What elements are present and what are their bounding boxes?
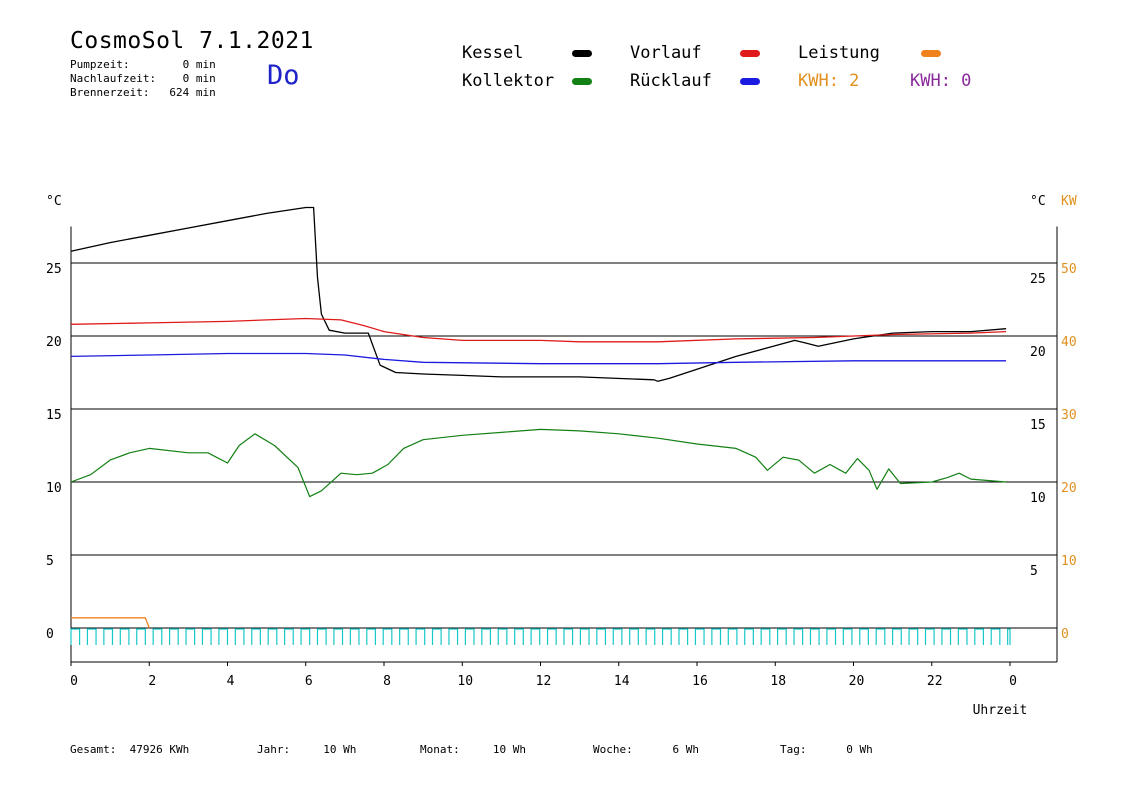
legend-leistung-swatch: [921, 50, 941, 57]
footer-week: Woche: 6 Wh: [593, 743, 699, 756]
y-tick-left: 15: [46, 408, 62, 423]
y-tick-left: 10: [46, 481, 62, 496]
series-line-leistung: [71, 617, 150, 629]
y2-tick: 20: [1061, 481, 1077, 496]
kwh-label-1: KWH: 2: [798, 71, 860, 91]
follow-up-time: Nachlaufzeit: 0 min: [70, 72, 216, 85]
weekday-label: Do: [267, 60, 300, 91]
footer-month: Monat: 10 Wh: [420, 743, 526, 756]
y-tick-right: 15: [1030, 418, 1046, 433]
y2-tick: 50: [1061, 262, 1077, 277]
legend-kollektor-swatch: [572, 78, 592, 85]
x-tick-label: 10: [457, 674, 473, 689]
legend-kessel-swatch: [572, 50, 592, 57]
legend-vorlauf: Vorlauf: [630, 43, 702, 63]
y2-tick: 10: [1061, 554, 1077, 569]
x-tick-label: 20: [849, 674, 865, 689]
y-tick-left: 25: [46, 262, 62, 277]
x-tick-label: 18: [770, 674, 786, 689]
y-tick-right: 25: [1030, 272, 1046, 287]
x-tick-label: 14: [614, 674, 630, 689]
y2-tick: 40: [1061, 335, 1077, 350]
footer-day: Tag: 0 Wh: [780, 743, 873, 756]
footer-year: Jahr: 10 Wh: [257, 743, 357, 756]
series-line-rücklauf: [70, 352, 1007, 365]
y-unit-right: °C: [1030, 194, 1046, 209]
burner-time: Brennerzeit: 624 min: [70, 86, 216, 99]
y2-tick: 30: [1061, 408, 1077, 423]
legend-ruecklauf-swatch: [740, 78, 760, 85]
y-tick-left: 0: [46, 627, 54, 642]
app-title: CosmoSol 7.1.2021: [70, 28, 314, 54]
legend-leistung: Leistung: [798, 43, 880, 63]
x-tick-label: 22: [927, 674, 943, 689]
x-tick-label: 12: [536, 674, 552, 689]
legend-ruecklauf: Rücklauf: [630, 71, 712, 91]
legend-kessel: Kessel: [462, 43, 524, 63]
footer-total: Gesamt: 47926 KWh: [70, 743, 190, 756]
x-tick-label: 0: [70, 674, 78, 689]
y-tick-right: 5: [1030, 564, 1038, 579]
y2-tick: 0: [1061, 627, 1069, 642]
y-tick-right: 10: [1030, 491, 1046, 506]
series-line-kessel: [70, 206, 1007, 382]
x-axis-label: Uhrzeit: [973, 703, 1028, 718]
x-tick-label: 6: [305, 674, 313, 689]
x-tick-label: 8: [383, 674, 391, 689]
x-tick-label: 2: [148, 674, 156, 689]
y-tick-left: 20: [46, 335, 62, 350]
kwh-label-2: KWH: 0: [910, 71, 972, 91]
pump-time: Pumpzeit: 0 min: [70, 58, 216, 71]
legend-vorlauf-swatch: [740, 50, 760, 57]
x-tick-label: 0: [1009, 674, 1017, 689]
legend-kollektor: Kollektor: [462, 71, 555, 91]
y-tick-right: 20: [1030, 345, 1046, 360]
series-line-vorlauf: [70, 317, 1007, 343]
x-tick-label: 16: [692, 674, 708, 689]
y-tick-left: 5: [46, 554, 54, 569]
x-tick-label: 4: [227, 674, 235, 689]
y-unit-left: °C: [46, 194, 62, 209]
y2-unit: KW: [1061, 194, 1077, 209]
pump-signal-strip: [70, 628, 1011, 645]
series-line-kollektor: [70, 428, 1007, 498]
